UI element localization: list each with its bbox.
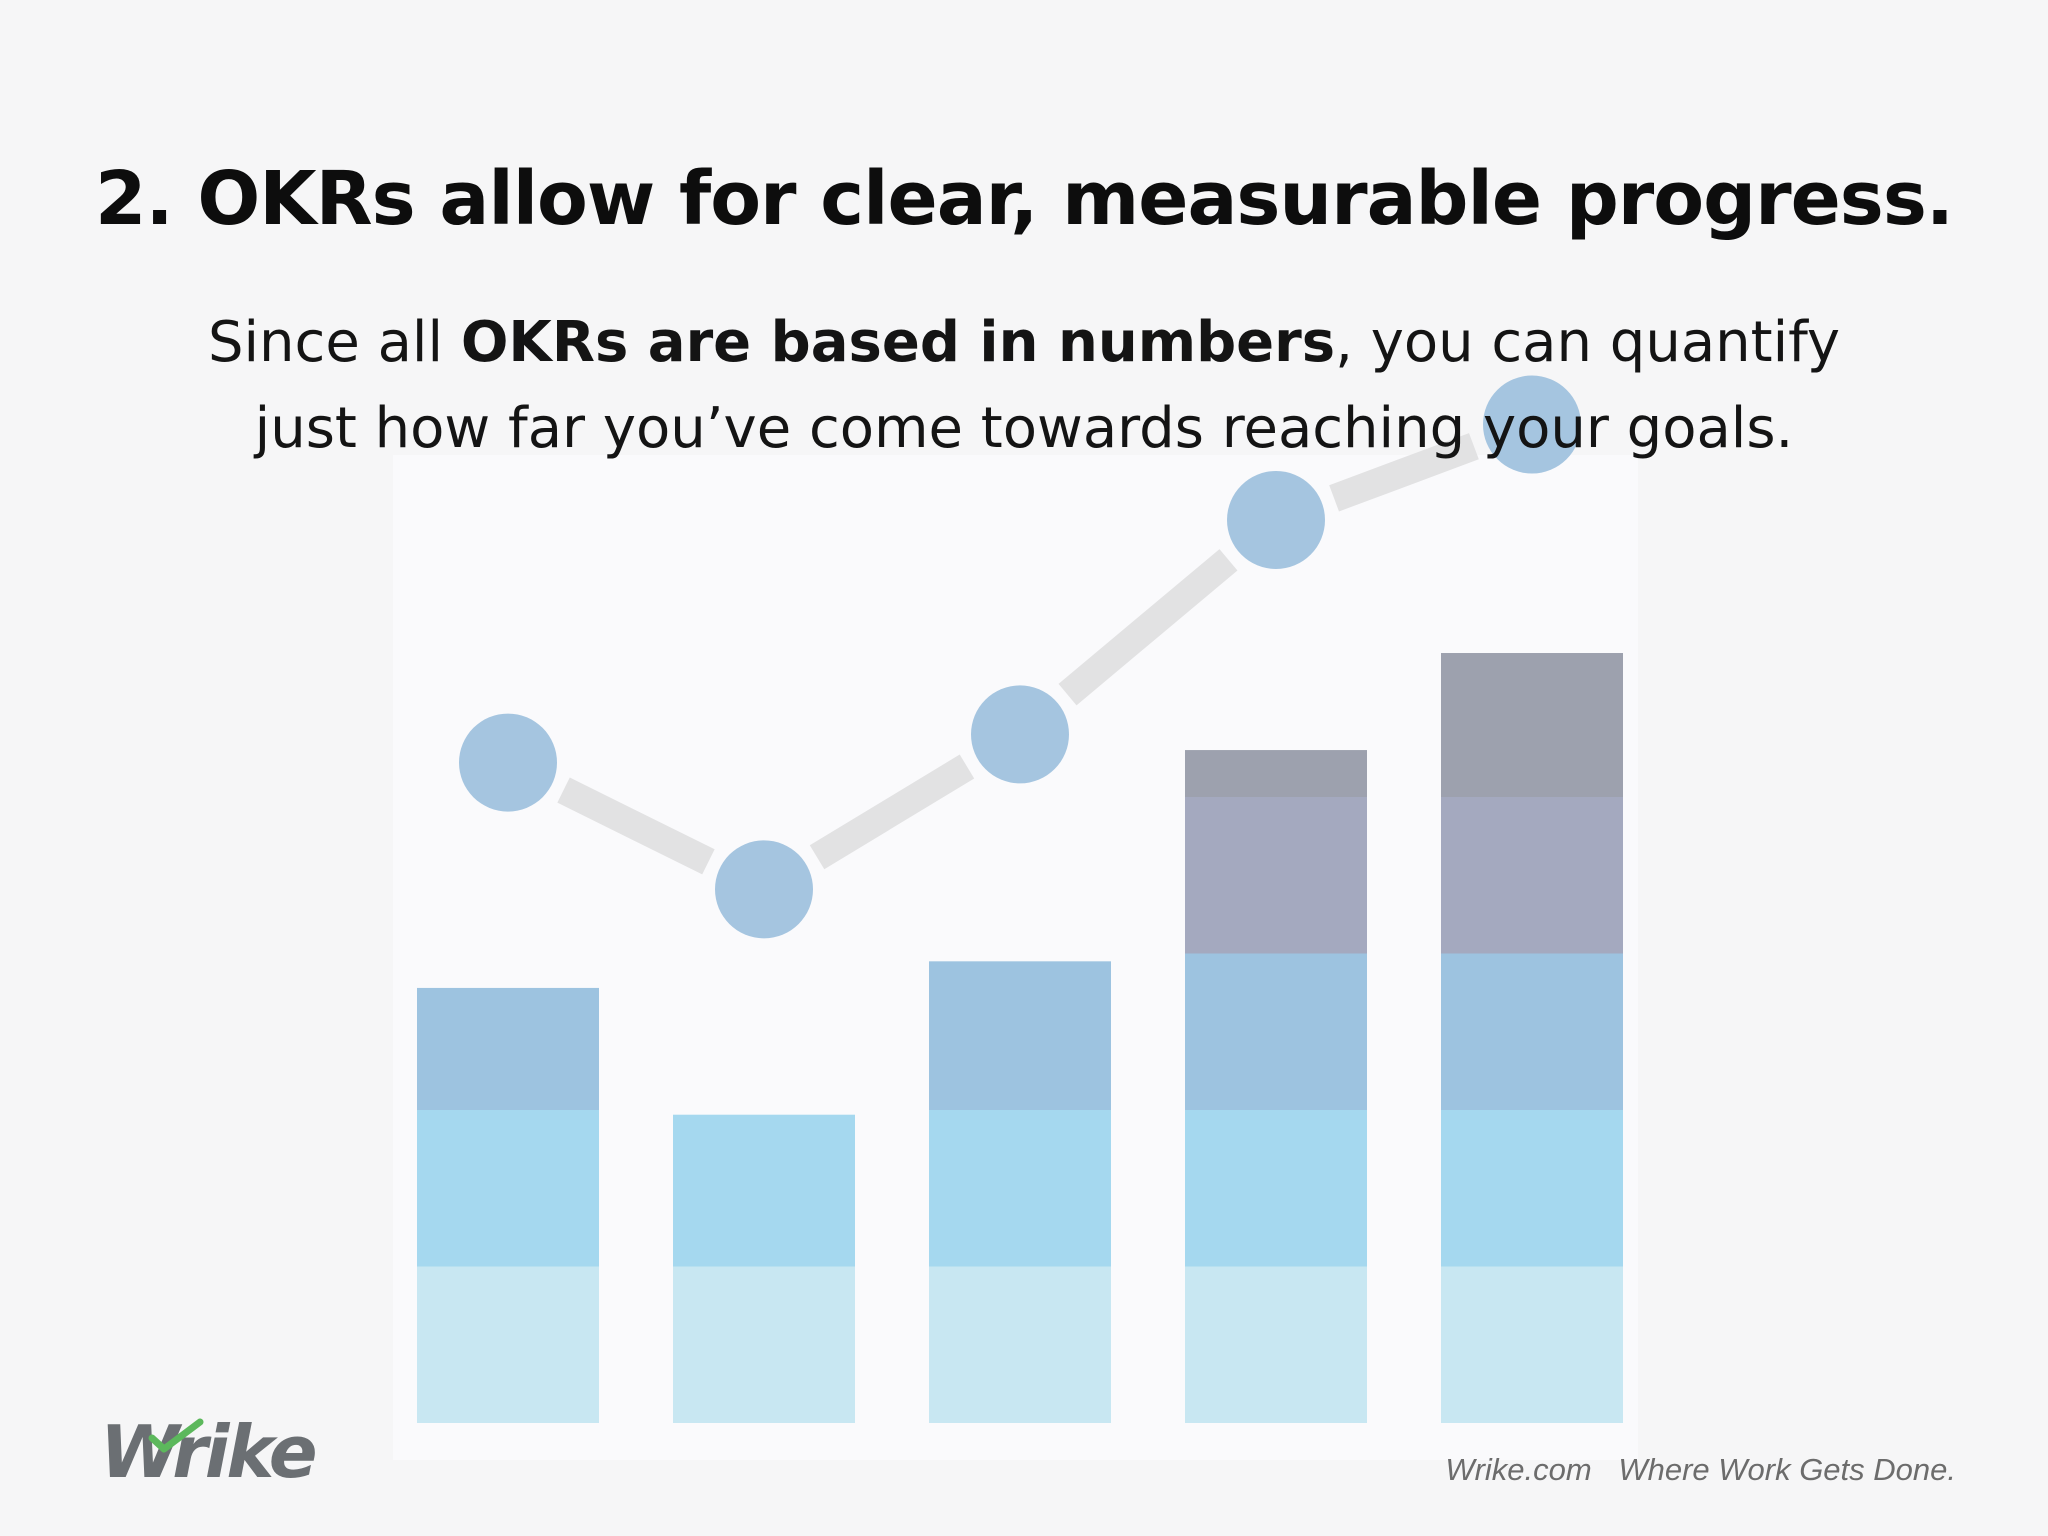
bar-segment (1441, 653, 1623, 797)
bar-segment (929, 1266, 1111, 1423)
wrike-logo: Wrike (100, 1410, 318, 1494)
bar-segment (1185, 750, 1367, 797)
trend-line-segment (1058, 549, 1238, 706)
bar-segment (1441, 1266, 1623, 1423)
marker-group (459, 375, 1581, 939)
bar-segment (1441, 797, 1623, 954)
bar-segment (929, 961, 1111, 1110)
bar-segment (673, 1266, 855, 1423)
footer-site: Wrike.com (1445, 1452, 1592, 1487)
trend-line-group (557, 433, 1479, 875)
trend-line-segment (809, 754, 975, 870)
footer: Wrike.com Where Work Gets Done. (1445, 1452, 1956, 1488)
bar-segment (417, 987, 599, 1110)
subtitle-line-1: Since all OKRs are based in numbers, you… (0, 300, 2048, 386)
bar-segment (1441, 953, 1623, 1110)
subtitle-line-2: just how far you’ve come towards reachin… (254, 396, 1794, 461)
trend-marker (1227, 470, 1325, 569)
bar-segment (417, 1110, 599, 1267)
trend-marker (971, 685, 1069, 784)
bar-segment (1441, 1110, 1623, 1267)
bar-segment (1185, 1266, 1367, 1423)
bar-segment (929, 1110, 1111, 1267)
subtitle-emphasis: OKRs are based in numbers (460, 310, 1336, 375)
bar-segment (1185, 797, 1367, 954)
footer-tagline: Where Work Gets Done. (1618, 1452, 1956, 1487)
bar-segment (417, 1266, 599, 1423)
slide-subtitle: Since all OKRs are based in numbers, you… (0, 300, 2048, 472)
slide-title: 2. OKRs allow for clear, measurable prog… (94, 156, 1954, 242)
logo-check-icon (148, 1418, 204, 1453)
trend-marker (1483, 375, 1581, 474)
trend-marker (459, 713, 557, 812)
bar-segment (1185, 1110, 1367, 1267)
trend-line-segment (1329, 433, 1479, 512)
subtitle-line-1-start: Since all (207, 310, 461, 375)
trend-line-segment (557, 777, 715, 875)
trend-marker (715, 840, 813, 939)
subtitle-line-1-end: , you can quantify (1335, 310, 1841, 375)
bar-group (417, 653, 1623, 1423)
bar-segment (673, 1114, 855, 1267)
bar-segment (1185, 953, 1367, 1110)
